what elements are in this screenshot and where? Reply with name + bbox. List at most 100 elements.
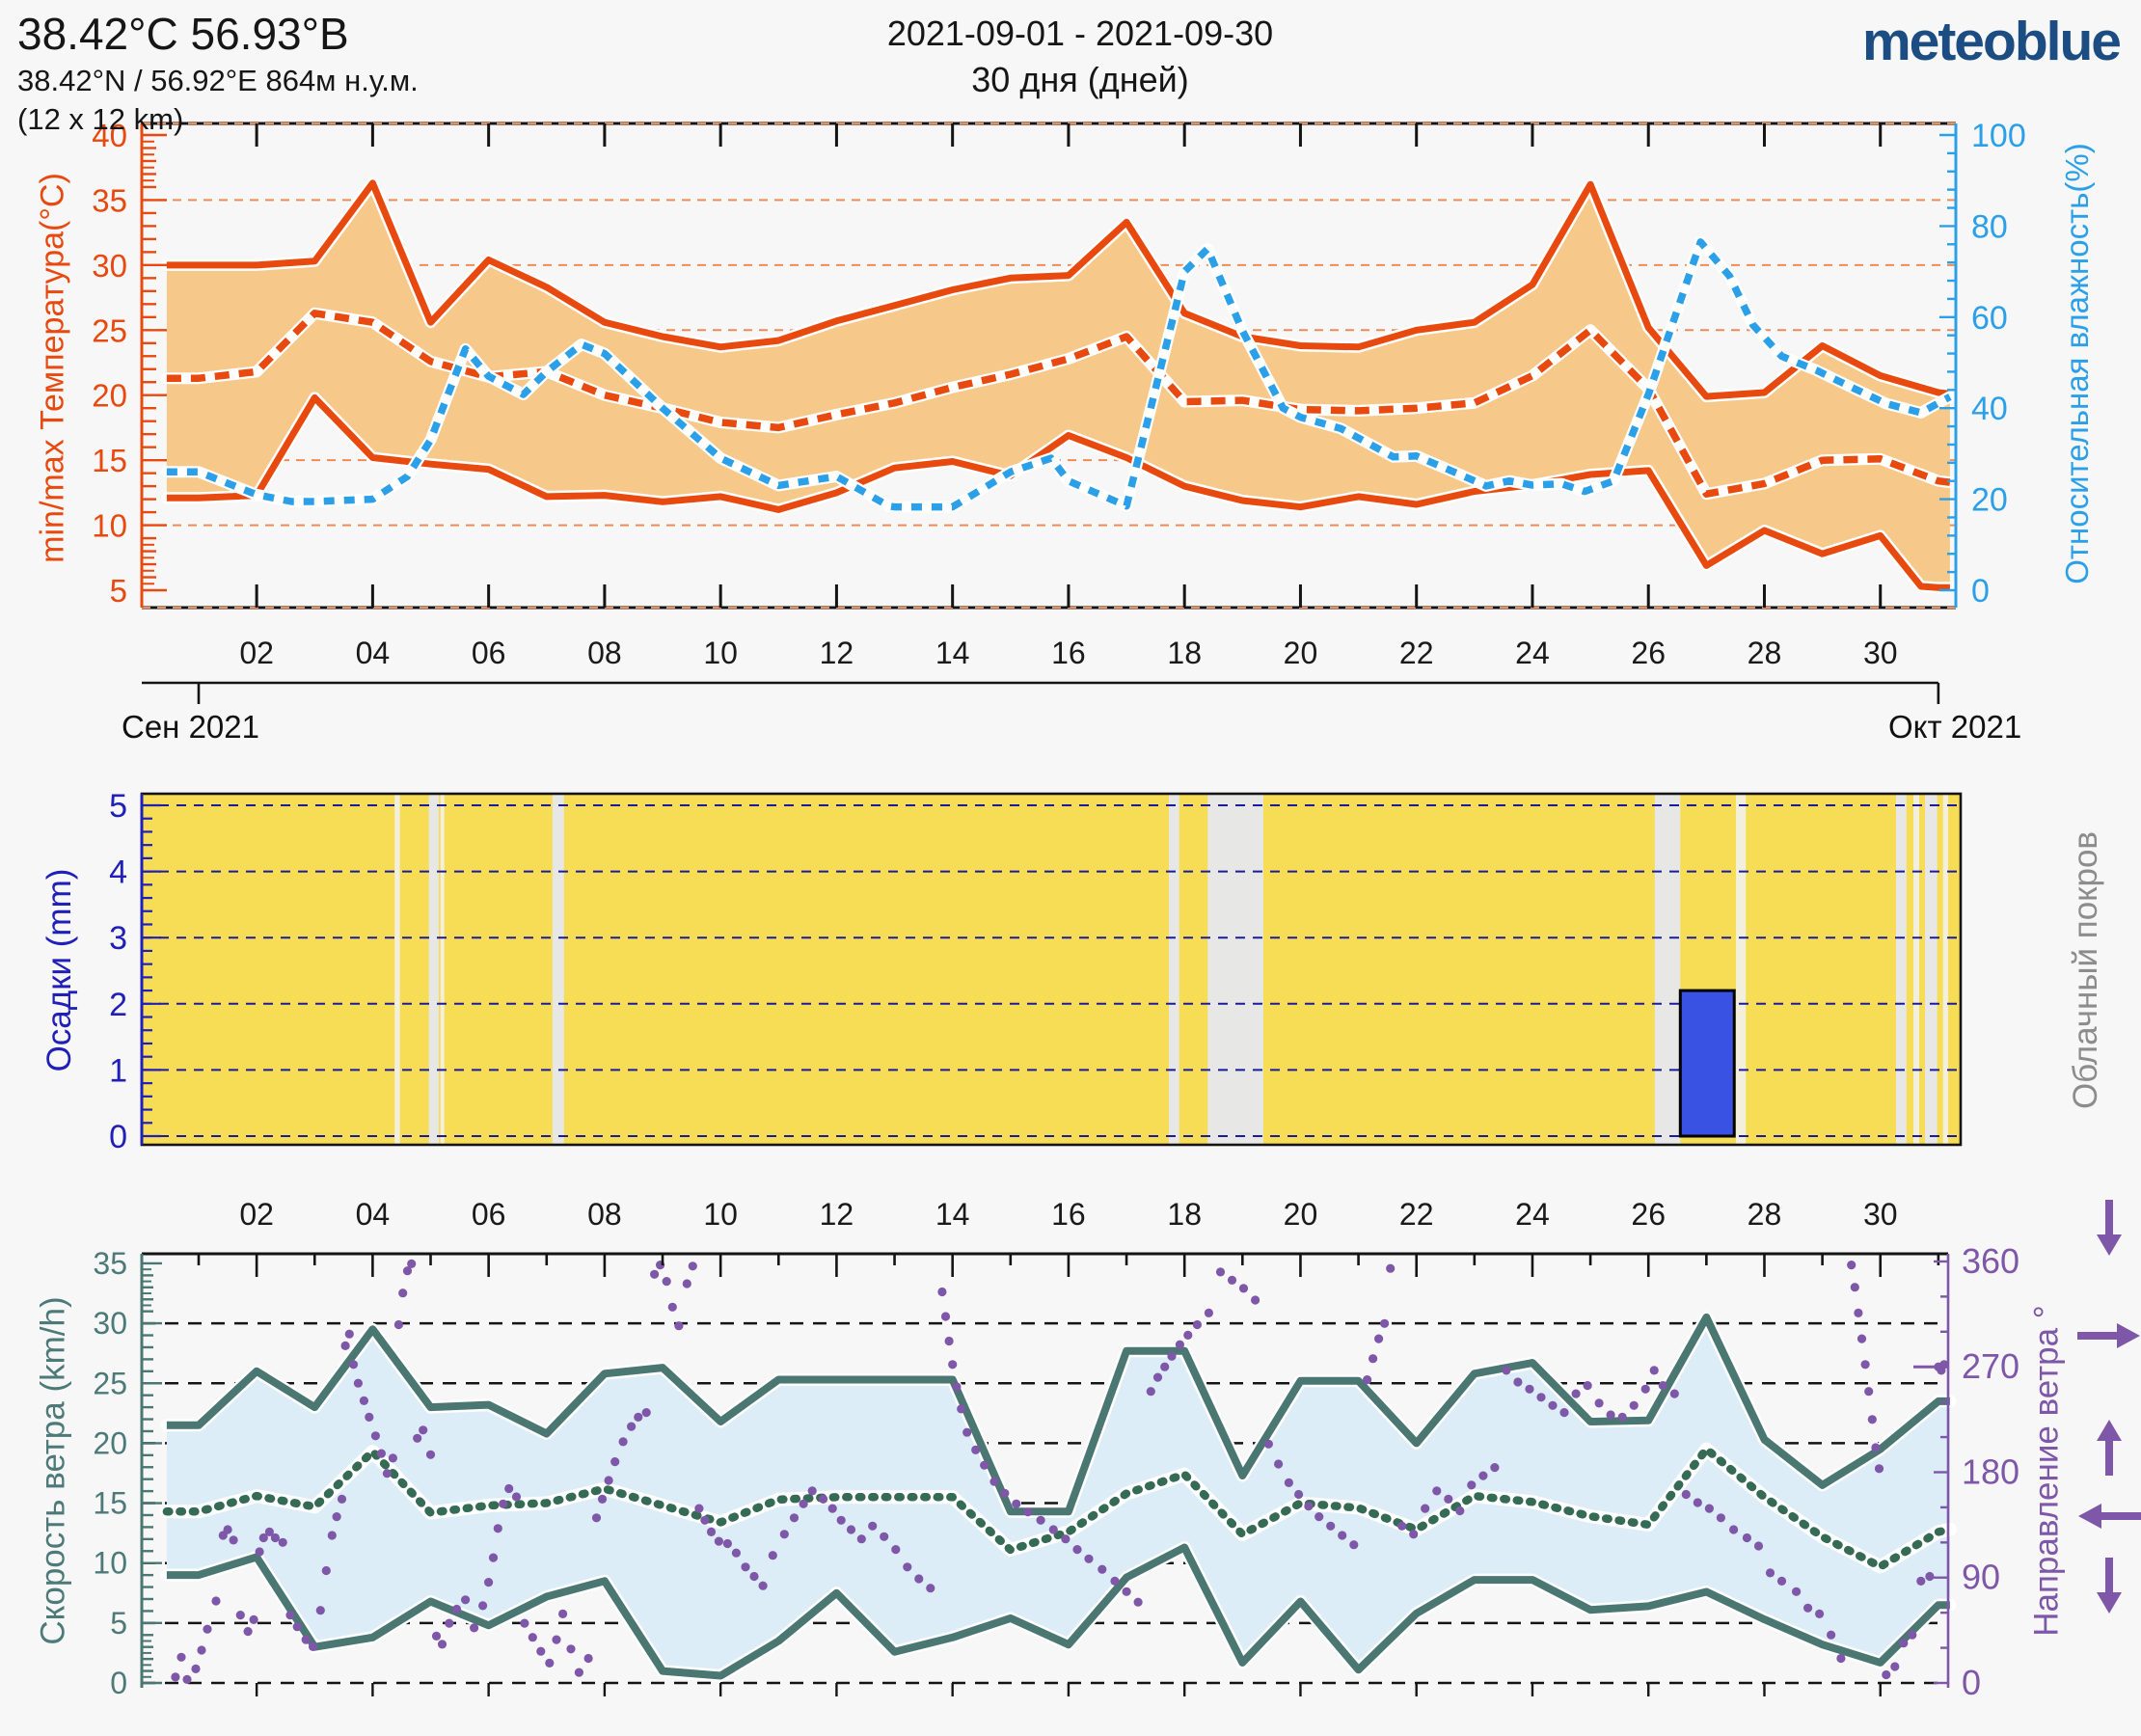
svg-text:35: 35 [93, 1246, 127, 1281]
month-start-label: Сен 2021 [122, 709, 259, 745]
svg-text:16: 16 [1051, 636, 1086, 670]
humidity-axis-title: Относительная влажность(%) [2059, 143, 2095, 584]
cloud-band [1913, 794, 1920, 1145]
svg-text:0: 0 [110, 1666, 127, 1700]
svg-text:60: 60 [1971, 300, 2008, 337]
svg-text:18: 18 [1167, 636, 1202, 670]
svg-text:0: 0 [1971, 573, 1990, 610]
svg-text:02: 02 [239, 1197, 274, 1232]
svg-text:1: 1 [109, 1052, 127, 1089]
precipitation-axis-title: Осадки (mm) [41, 868, 78, 1072]
svg-text:28: 28 [1748, 1197, 1782, 1232]
cloud-band [1942, 794, 1949, 1145]
svg-text:14: 14 [935, 636, 970, 670]
svg-text:2: 2 [109, 987, 127, 1023]
svg-text:25: 25 [92, 312, 127, 348]
svg-text:40: 40 [1971, 391, 2008, 427]
svg-text:3: 3 [109, 920, 127, 957]
duration-label: 30 дня (дней) [971, 60, 1189, 99]
svg-text:18: 18 [1167, 1197, 1202, 1232]
svg-text:06: 06 [472, 636, 506, 670]
svg-text:20: 20 [93, 1425, 127, 1460]
svg-text:22: 22 [1399, 1197, 1434, 1232]
t-min-line [166, 393, 1950, 591]
svg-text:30: 30 [92, 248, 127, 284]
svg-text:35: 35 [92, 182, 127, 218]
svg-text:10: 10 [92, 508, 127, 544]
svg-text:16: 16 [1051, 1197, 1086, 1232]
cloud-band [1736, 794, 1747, 1145]
cloud-cover-axis-title: Облачный покров [2067, 830, 2104, 1110]
svg-text:10: 10 [703, 1197, 738, 1232]
svg-text:4: 4 [109, 854, 127, 891]
cloud-band [1925, 794, 1938, 1145]
meteoblue-logo: meteoblue [1861, 11, 2122, 72]
svg-text:20: 20 [1971, 482, 2008, 519]
grid-resolution-label: (12 x 12 km) [17, 102, 184, 136]
svg-text:90: 90 [1962, 1558, 2000, 1597]
precipitation-chart: 5 4 3 2 1 0 [109, 788, 1963, 1155]
svg-text:5: 5 [110, 1606, 127, 1641]
svg-text:30: 30 [1863, 636, 1898, 670]
svg-text:04: 04 [356, 1197, 391, 1232]
svg-text:20: 20 [92, 378, 127, 414]
wind-direction-arrows [2077, 1200, 2141, 1614]
wind-direction-points [171, 1259, 1949, 1684]
svg-text:10: 10 [703, 636, 738, 670]
svg-text:15: 15 [93, 1486, 127, 1521]
cloud-band [428, 794, 439, 1145]
coordinates-label: 38.42°N / 56.92°E 864м н.у.м. [17, 64, 419, 97]
svg-text:20: 20 [1284, 636, 1318, 670]
svg-text:24: 24 [1515, 636, 1550, 670]
wind-direction-axis-title: Направление ветра ° [2027, 1305, 2066, 1637]
svg-text:10: 10 [93, 1546, 127, 1581]
cloud-band [1168, 794, 1179, 1145]
svg-text:40: 40 [92, 118, 127, 153]
svg-text:08: 08 [587, 636, 622, 670]
svg-text:0: 0 [1962, 1663, 1981, 1702]
svg-text:5: 5 [110, 573, 127, 609]
wind-max-line [166, 1313, 1950, 1516]
cloud-band [394, 794, 400, 1145]
svg-text:12: 12 [820, 636, 854, 670]
svg-text:02: 02 [239, 636, 274, 670]
svg-text:22: 22 [1399, 636, 1434, 670]
t-max-line [166, 179, 1951, 400]
temperature-axis-title: min/max Температура(°C) [34, 173, 71, 563]
svg-text:26: 26 [1631, 636, 1666, 670]
wind-min-line [166, 1543, 1950, 1680]
svg-text:360: 360 [1962, 1241, 2019, 1281]
temperature-chart: 40 35 30 25 20 15 10 5 100 80 60 40 20 0 02 04 06 08 10 12 1… [92, 118, 2026, 704]
precipitation-bar [1678, 989, 1736, 1138]
svg-text:100: 100 [1971, 118, 2026, 154]
svg-text:180: 180 [1962, 1451, 2019, 1491]
svg-text:24: 24 [1515, 1197, 1550, 1232]
svg-text:14: 14 [935, 1197, 970, 1232]
svg-text:30: 30 [93, 1306, 127, 1341]
cloud-band [1895, 794, 1907, 1145]
month-end-label: Окт 2021 [1888, 709, 2022, 745]
svg-text:25: 25 [93, 1366, 127, 1400]
wind-speed-axis-title: Скорость ветра (km/h) [34, 1296, 72, 1645]
svg-text:26: 26 [1631, 1197, 1666, 1232]
date-range-label: 2021-09-01 - 2021-09-30 [886, 14, 1274, 53]
cloud-band [552, 794, 564, 1145]
svg-text:80: 80 [1971, 208, 2008, 245]
svg-text:12: 12 [820, 1197, 854, 1232]
svg-text:270: 270 [1962, 1346, 2019, 1386]
svg-text:06: 06 [472, 1197, 506, 1232]
page-title: 38.42°С 56.93°В [17, 9, 349, 59]
svg-text:30: 30 [1863, 1197, 1898, 1232]
svg-text:04: 04 [356, 636, 391, 670]
svg-text:15: 15 [92, 443, 127, 478]
svg-text:20: 20 [1284, 1197, 1318, 1232]
cloud-band [440, 794, 445, 1145]
wind-chart: 35 30 25 20 15 10 5 0 360 270 180 90 0 02 04 06 08 10 12 14… [93, 1197, 2141, 1702]
svg-text:0: 0 [109, 1119, 127, 1155]
svg-text:08: 08 [587, 1197, 622, 1232]
cloud-band [1654, 794, 1681, 1145]
cloud-band [1207, 794, 1263, 1145]
svg-text:5: 5 [109, 788, 127, 825]
